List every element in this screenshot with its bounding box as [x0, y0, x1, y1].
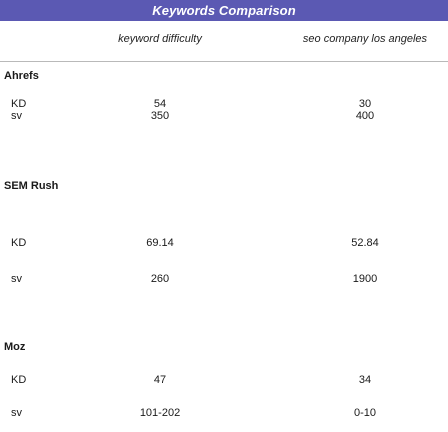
row-label: KD — [11, 98, 27, 110]
table-cell: 54 — [153, 98, 167, 110]
table-cell: 350 — [150, 110, 170, 122]
column-header-seo-company-los-angeles: seo company los angeles — [302, 33, 428, 45]
column-header-keyword-difficulty: keyword difficulty — [118, 33, 202, 45]
page-title: Keywords Comparison — [152, 3, 296, 18]
row-label: sv — [11, 273, 22, 285]
group-label-moz: Moz — [4, 341, 26, 353]
table-cell: 69.14 — [146, 237, 174, 249]
row-label: sv — [11, 110, 22, 122]
table-cell: 34 — [358, 374, 372, 386]
table-row: sv 260 1900 — [0, 273, 448, 289]
table-row: sv 101-202 0-10 — [0, 407, 448, 423]
group-label-sem-rush: SEM Rush — [4, 180, 59, 192]
row-label: sv — [11, 407, 22, 419]
table-row: KD 69.14 52.84 — [0, 237, 448, 253]
column-header-row: keyword difficulty seo company los angel… — [0, 21, 448, 62]
table-cell: 47 — [153, 374, 167, 386]
title-bar: Keywords Comparison — [0, 0, 448, 21]
table-cell: 52.84 — [351, 237, 379, 249]
table-row: sv 350 400 — [0, 109, 448, 125]
row-label: KD — [11, 237, 27, 249]
table-cell: 260 — [150, 273, 170, 285]
row-label: KD — [11, 374, 27, 386]
table-row: KD 54 30 — [0, 98, 448, 114]
table-cell: 101-202 — [139, 407, 181, 419]
group-label-ahrefs: Ahrefs — [4, 70, 39, 82]
table-cell: 30 — [358, 98, 372, 110]
table-row: KD 47 34 — [0, 374, 448, 390]
table-cell: 0-10 — [353, 407, 377, 419]
table-cell: 1900 — [352, 273, 378, 285]
table-cell: 400 — [355, 110, 375, 122]
